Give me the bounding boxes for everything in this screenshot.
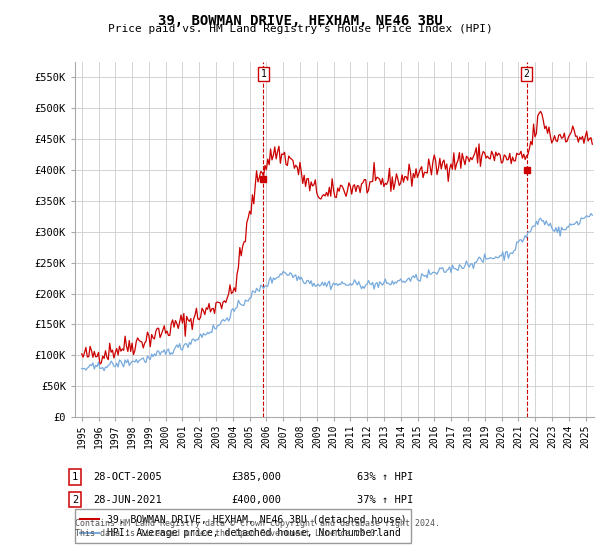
Legend: 39, BOWMAN DRIVE, HEXHAM, NE46 3BU (detached house), HPI: Average price, detache: 39, BOWMAN DRIVE, HEXHAM, NE46 3BU (deta…	[74, 509, 411, 543]
Text: £400,000: £400,000	[231, 494, 281, 505]
Text: 37% ↑ HPI: 37% ↑ HPI	[357, 494, 413, 505]
Text: 1: 1	[260, 69, 266, 79]
Text: £385,000: £385,000	[231, 472, 281, 482]
Text: 2: 2	[72, 494, 78, 505]
Text: Price paid vs. HM Land Registry's House Price Index (HPI): Price paid vs. HM Land Registry's House …	[107, 24, 493, 34]
Text: Contains HM Land Registry data © Crown copyright and database right 2024.: Contains HM Land Registry data © Crown c…	[75, 519, 440, 528]
Text: 1: 1	[72, 472, 78, 482]
Text: This data is licensed under the Open Government Licence v3.0.: This data is licensed under the Open Gov…	[75, 529, 380, 538]
Text: 28-JUN-2021: 28-JUN-2021	[93, 494, 162, 505]
Text: 39, BOWMAN DRIVE, HEXHAM, NE46 3BU: 39, BOWMAN DRIVE, HEXHAM, NE46 3BU	[158, 14, 442, 28]
Text: 28-OCT-2005: 28-OCT-2005	[93, 472, 162, 482]
Text: 63% ↑ HPI: 63% ↑ HPI	[357, 472, 413, 482]
Text: 2: 2	[524, 69, 530, 79]
